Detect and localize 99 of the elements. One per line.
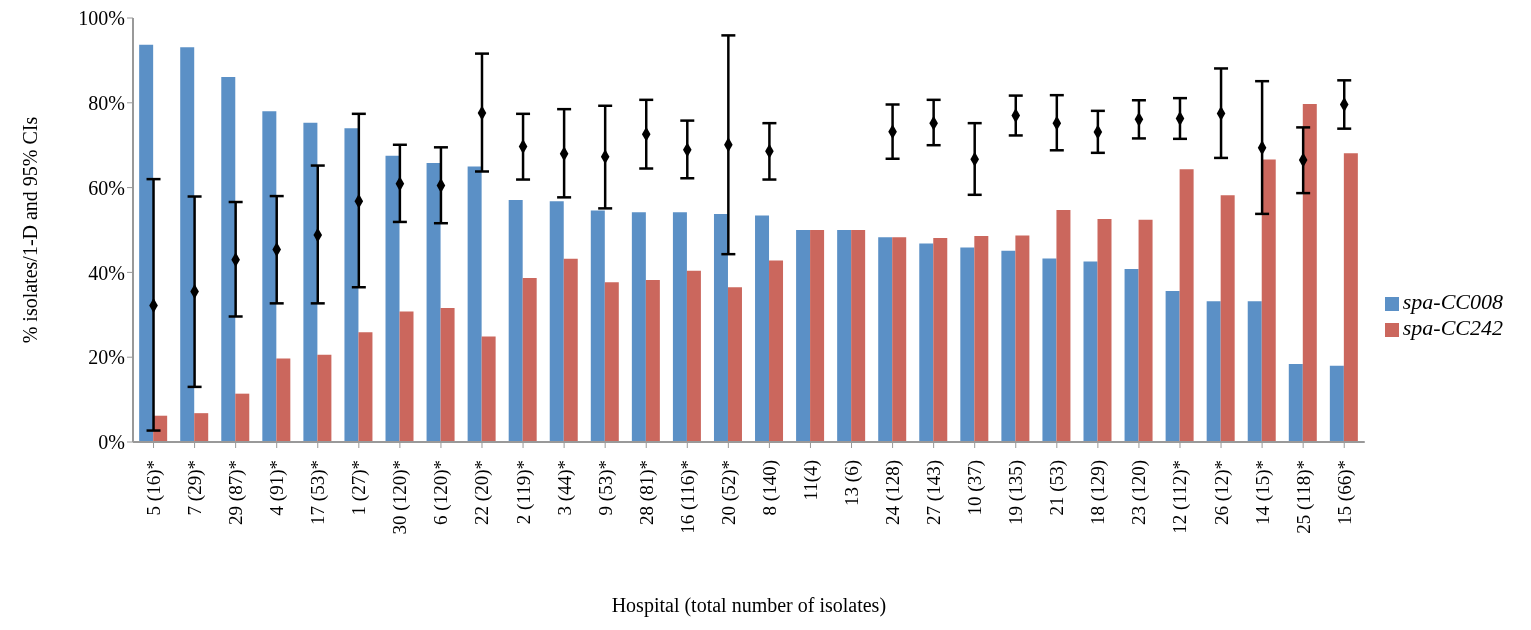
bar [1179,169,1194,442]
x-tick-label: 14 (15)* [1251,460,1274,525]
bar [344,128,359,442]
bar [631,212,646,442]
x-tick-label: 18 (129) [1087,460,1110,525]
x-tick-label: 11(4) [799,460,822,501]
bar [1247,301,1262,442]
bar [727,287,742,442]
x-tick-label: 12 (112)* [1169,460,1192,534]
bar [303,122,318,442]
bar [590,210,605,442]
bar [1206,301,1221,442]
bar [1001,250,1016,442]
x-tick-label: 3 (44)* [553,460,576,516]
bar [604,282,619,442]
x-tick-label: 25 (118)* [1292,460,1315,534]
bar [837,230,852,442]
bar [974,235,989,442]
x-tick-label: 17 (53)* [307,460,330,525]
bar [522,277,537,442]
bar [1288,363,1303,442]
bar [467,166,482,442]
x-tick-label: 19 (135) [1005,460,1028,525]
bar [1329,365,1344,442]
legend-label: spa-CC008 [1402,289,1503,314]
bar [1124,269,1139,442]
x-tick-label: 20 (52)* [717,460,740,525]
x-tick-label: 23 (120) [1128,460,1151,525]
bar [878,237,893,442]
x-tick-label: 4 (91)* [266,460,289,516]
x-tick-label: 24 (128) [882,460,905,525]
x-tick-label: 9 (53)* [594,460,617,516]
x-tick-label: 10 (37) [964,460,987,516]
bar [1165,291,1180,442]
bar [399,311,414,442]
bar [1015,235,1030,442]
bar [686,270,701,442]
bar [549,201,564,442]
bar [385,155,400,442]
bar [1083,261,1098,442]
bar [1138,219,1153,442]
bar [139,44,154,442]
bar [892,237,907,442]
y-tick-label: 0% [98,431,125,454]
y-tick-label: 60% [88,176,125,199]
x-tick-label: 16 (116)* [676,460,699,534]
bar [919,243,934,442]
y-tick-label: 80% [88,91,125,114]
bar [221,76,236,442]
y-tick-label: 20% [88,346,125,369]
x-tick-label: 22 (20)* [471,460,494,525]
bar [960,247,975,442]
bar [672,212,687,442]
bar [713,213,728,442]
y-tick-label: 100% [78,7,125,30]
bar [1343,153,1358,442]
x-tick-label: 15 (66)* [1333,460,1356,525]
x-tick-label: 21 (53) [1046,460,1069,516]
bar [262,111,277,442]
bar [276,358,291,442]
bar [317,354,332,442]
bar [796,230,811,442]
x-tick-label: 13 (6) [841,460,864,506]
bar [769,260,784,442]
y-tick-label: 40% [88,261,125,284]
x-axis-title: Hospital (total number of isolates) [611,594,887,617]
y-axis-title: % isolates/1-D and 95% CIs [19,116,42,344]
bar [1220,195,1235,442]
x-tick-label: 27 (143) [923,460,946,525]
bar [358,332,373,442]
bar [1042,258,1057,442]
bar [194,413,209,442]
bar [645,280,660,442]
bar [1056,210,1071,442]
x-tick-label: 1 (27)* [348,460,371,516]
bar [851,230,866,442]
bar [1302,104,1317,442]
x-tick-label: 26 (12)* [1210,460,1233,525]
bar [481,336,496,442]
x-tick-label: 28 (81)* [635,460,658,525]
bar [426,163,441,442]
x-tick-label: 30 (120)* [389,460,412,535]
x-tick-label: 6 (120)* [430,460,453,525]
x-tick-label: 8 (140) [758,460,781,516]
bar [1261,159,1276,442]
x-tick-label: 29 (87)* [225,460,248,525]
bar [810,230,825,442]
bar [180,47,195,442]
legend-label: spa-CC242 [1402,315,1503,340]
x-tick-label: 2 (119)* [512,460,535,525]
bar [440,308,455,442]
bar [933,238,948,442]
x-tick-label: 7 (29)* [184,460,207,516]
bar [755,215,770,442]
x-tick-label: 5 (16)* [143,460,166,516]
bar [563,258,578,442]
bar [235,393,250,442]
bar [508,199,523,442]
bar [1097,218,1112,442]
